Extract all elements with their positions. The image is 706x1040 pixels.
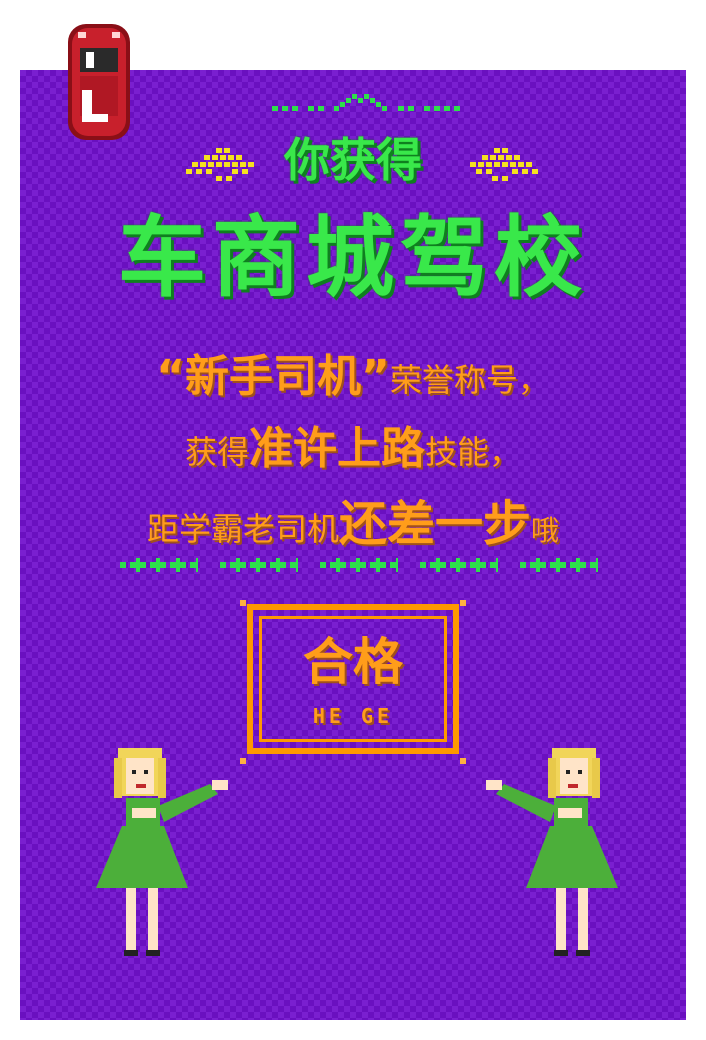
main-title: 车商城驾校 <box>117 206 588 309</box>
red-car-icon <box>68 24 130 140</box>
frame-corner-dot <box>460 600 466 606</box>
skill-label: 技能， <box>425 433 522 471</box>
obtain-label: 获得 <box>184 433 249 471</box>
frame-corner-dot <box>240 758 246 764</box>
right-girl-figure <box>486 748 618 956</box>
remaining-highlight: 还差一步 <box>338 496 531 552</box>
caption-line-2: 获得准许上路技能， <box>0 412 706 474</box>
badge-pinyin: HE GE <box>312 704 394 728</box>
left-girl-figure <box>96 748 228 956</box>
right-wing-ornament <box>470 148 538 181</box>
top-dotted-ornament <box>272 94 460 111</box>
honor-label: 荣誉称号， <box>389 361 550 399</box>
skill-highlight: 准许上路 <box>249 423 425 474</box>
caption-line-1: “新手司机”荣誉称号， <box>0 340 706 402</box>
distance-label: 距学霸老司机 <box>146 510 339 548</box>
title-quote: “新手司机” <box>156 351 390 402</box>
chain-segment <box>120 558 198 572</box>
frame-corner-dot <box>240 600 246 606</box>
left-wing-ornament <box>186 148 254 181</box>
suffix-label: 哦 <box>531 514 560 547</box>
frame-corner-dot <box>460 758 466 764</box>
chain-segment <box>220 558 298 572</box>
caption-line-3: 距学霸老司机还差一步哦 <box>0 484 706 552</box>
badge-frame <box>247 604 459 754</box>
header-prefix: 你获得 <box>284 133 422 187</box>
badge-inner-frame <box>259 616 447 742</box>
badge-text: 合格 <box>303 633 403 691</box>
chain-segment <box>320 558 398 572</box>
chain-segment <box>520 558 598 572</box>
chain-ornament <box>120 558 598 572</box>
chain-segment <box>420 558 498 572</box>
